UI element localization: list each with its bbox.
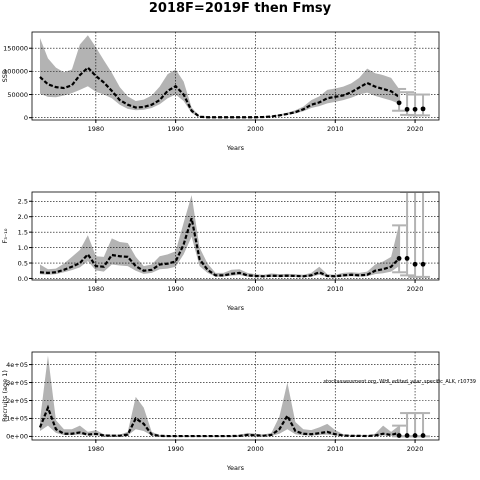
x-tick-label: 1980	[88, 285, 105, 293]
panel-frame	[31, 351, 440, 441]
confidence-band	[39, 355, 400, 437]
figure-title: 2018F=2019F then Fmsy	[149, 1, 332, 16]
fishing-mortality-panel: 1980 1990 2000 2010 2020 0.0 0.5 1.0 1.5 2.0 2.5 Ye…	[1, 191, 440, 312]
y-tick-label: 1.0	[18, 244, 28, 252]
y-tick-label: 100000	[3, 68, 28, 76]
panel-frame	[31, 191, 440, 281]
x-tick-label: 1980	[88, 445, 105, 453]
recruits-panel: 1980 1990 2000 2010 2020 0e+00 1e+05 2e+05 3e+05…	[1, 351, 440, 472]
projection-errorbar	[408, 93, 423, 117]
y-tick-label: 2e+05	[6, 397, 28, 405]
projection-point	[404, 106, 410, 112]
confidence-band	[39, 35, 400, 118]
projection-point	[420, 106, 426, 112]
projection-errorbar	[392, 224, 407, 274]
y-tick-label: 0	[24, 114, 28, 122]
y-tick-label: 50000	[7, 91, 28, 99]
y-tick-label: 1.5	[18, 228, 28, 236]
y-axis-label: F₃₋₁₀	[1, 228, 9, 243]
x-tick-label: 2000	[247, 445, 264, 453]
projection-point	[420, 433, 426, 438]
x-tick-label: 2010	[327, 285, 344, 293]
x-tick-label: 2010	[327, 125, 344, 133]
x-axis-label: Years	[226, 304, 245, 312]
x-axis-label: Years	[226, 144, 245, 152]
y-tick-label: 150000	[3, 45, 28, 53]
projection-point	[412, 106, 418, 112]
projection-point	[396, 100, 402, 106]
y-tick-label: 0e+00	[6, 433, 28, 441]
x-tick-label: 1980	[88, 125, 105, 133]
x-tick-label: 1990	[167, 125, 184, 133]
projection-point	[420, 261, 426, 267]
x-tick-label: 2020	[407, 125, 424, 133]
y-tick-label: 2.5	[18, 198, 28, 206]
confidence-band	[39, 195, 400, 278]
projection-point	[404, 255, 410, 261]
x-tick-label: 2000	[247, 285, 264, 293]
x-tick-label: 2020	[407, 445, 424, 453]
x-tick-label: 1990	[167, 285, 184, 293]
y-tick-label: 4e+05	[6, 361, 28, 369]
estimate-line	[38, 404, 400, 438]
estimate-line	[39, 217, 400, 278]
y-tick-label: 1e+05	[6, 415, 28, 423]
projection-point	[396, 433, 402, 438]
projection-errorbar	[416, 412, 431, 438]
y-axis-label: SSB	[1, 70, 9, 83]
projection-errorbar	[392, 87, 407, 112]
y-tick-label: 0.5	[18, 259, 28, 267]
x-tick-label: 2000	[247, 125, 264, 133]
projection-errorbar	[416, 93, 431, 117]
projection-point	[412, 433, 418, 438]
projection-point	[412, 261, 418, 267]
source-annotation: stockassessment.org, WHI_edited_year_spe…	[324, 379, 477, 385]
ssb-panel: 1980 1990 2000 2010 2020 0 50000 100000 150000 Ye…	[1, 31, 440, 152]
y-axis-label: Recruits (age 1)	[1, 370, 9, 422]
x-tick-label: 2010	[327, 445, 344, 453]
projection-errorbar	[408, 412, 423, 438]
panel-frame	[31, 31, 440, 121]
x-axis-label: Years	[226, 464, 245, 472]
y-tick-label: 2.0	[18, 213, 28, 221]
projection-point	[396, 255, 402, 261]
projection-point	[404, 433, 410, 438]
estimate-line	[39, 66, 400, 119]
y-tick-label: 3e+05	[6, 379, 28, 387]
x-tick-label: 1990	[167, 445, 184, 453]
x-tick-label: 2020	[407, 285, 424, 293]
y-tick-label: 0.0	[18, 275, 28, 283]
projection-errorbar	[400, 192, 415, 277]
